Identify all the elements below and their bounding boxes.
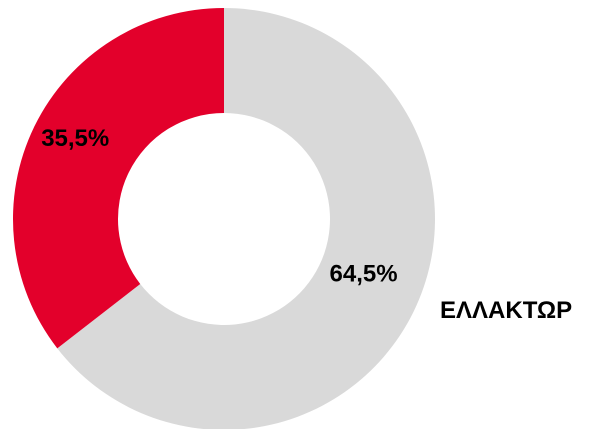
slice-label-1: 64,5% <box>330 261 398 288</box>
donut-slice-1 <box>57 8 435 430</box>
donut-slices <box>12 8 435 430</box>
slice-label-2: 35,5% <box>41 125 109 152</box>
company-label: ΕΛΛΑΚΤΩΡ <box>440 297 572 324</box>
slice-labels: 64,5% 35,5% <box>41 125 397 287</box>
donut-slice-2 <box>12 8 225 349</box>
